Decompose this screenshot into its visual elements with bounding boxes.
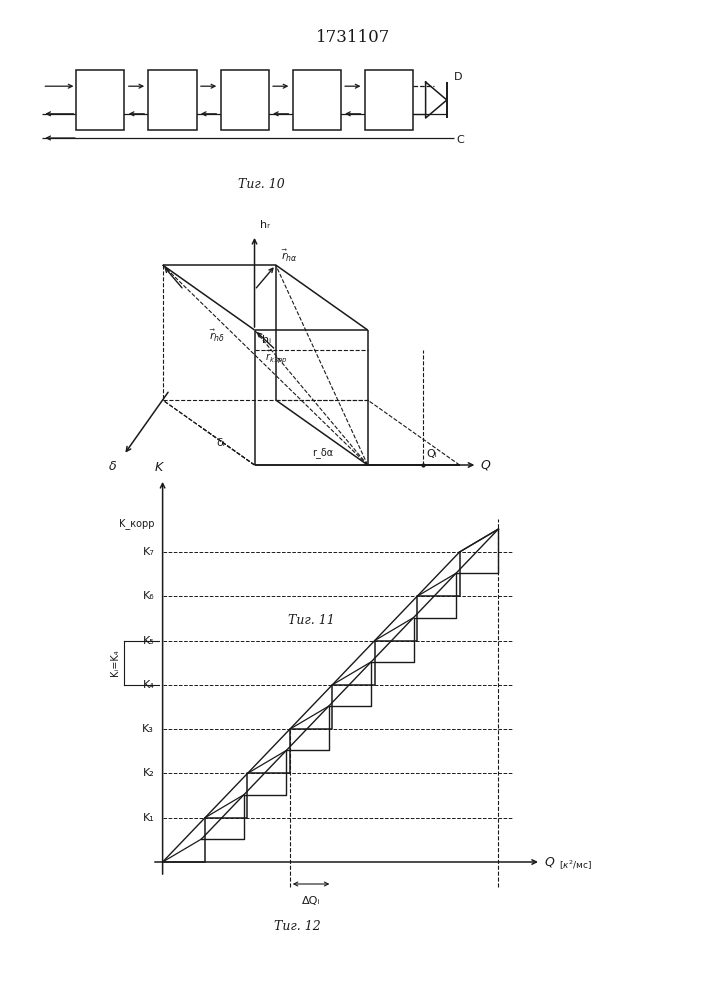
Text: ΔQᵢ: ΔQᵢ — [302, 896, 320, 906]
Text: δᵢ: δᵢ — [216, 438, 225, 448]
Text: hᵣ: hᵣ — [260, 220, 270, 230]
Text: Τиг. 12: Τиг. 12 — [274, 920, 320, 934]
Text: C: C — [456, 135, 464, 145]
Bar — [365, 70, 413, 130]
Text: hᵢ: hᵢ — [262, 335, 271, 345]
Text: Q: Q — [481, 458, 491, 472]
Text: δ: δ — [110, 460, 117, 473]
Text: K₄: K₄ — [142, 680, 154, 690]
Text: K₅: K₅ — [143, 636, 154, 646]
Text: $\vec{r}_{h\delta}$: $\vec{r}_{h\delta}$ — [209, 327, 225, 344]
Text: K₃: K₃ — [142, 724, 154, 734]
Text: K_корр: K_корр — [119, 519, 154, 529]
Text: Τиг. 10: Τиг. 10 — [238, 178, 285, 192]
Text: Kᵢ=K₄: Kᵢ=K₄ — [110, 649, 120, 676]
Text: 1731107: 1731107 — [316, 28, 391, 45]
Text: K₇: K₇ — [142, 547, 154, 557]
Bar — [76, 70, 124, 130]
Text: Τиг. 11: Τиг. 11 — [288, 613, 334, 626]
Text: [$\kappa^2$/мс]: [$\kappa^2$/мс] — [559, 858, 592, 872]
Text: $\vec{r}_{h\alpha}$: $\vec{r}_{h\alpha}$ — [281, 247, 298, 264]
Bar — [221, 70, 269, 130]
Text: K: K — [155, 461, 163, 474]
Bar — [293, 70, 341, 130]
Text: K₁: K₁ — [142, 813, 154, 823]
Text: Qᵢ: Qᵢ — [426, 449, 437, 459]
Text: $\vec{r}_{k3pp}$: $\vec{r}_{k3pp}$ — [265, 348, 288, 365]
Text: K₂: K₂ — [142, 768, 154, 778]
Text: Q: Q — [544, 856, 554, 868]
Text: r_δα: r_δα — [312, 447, 333, 458]
Text: D: D — [454, 72, 462, 82]
Text: K₆: K₆ — [143, 591, 154, 601]
Bar — [148, 70, 197, 130]
